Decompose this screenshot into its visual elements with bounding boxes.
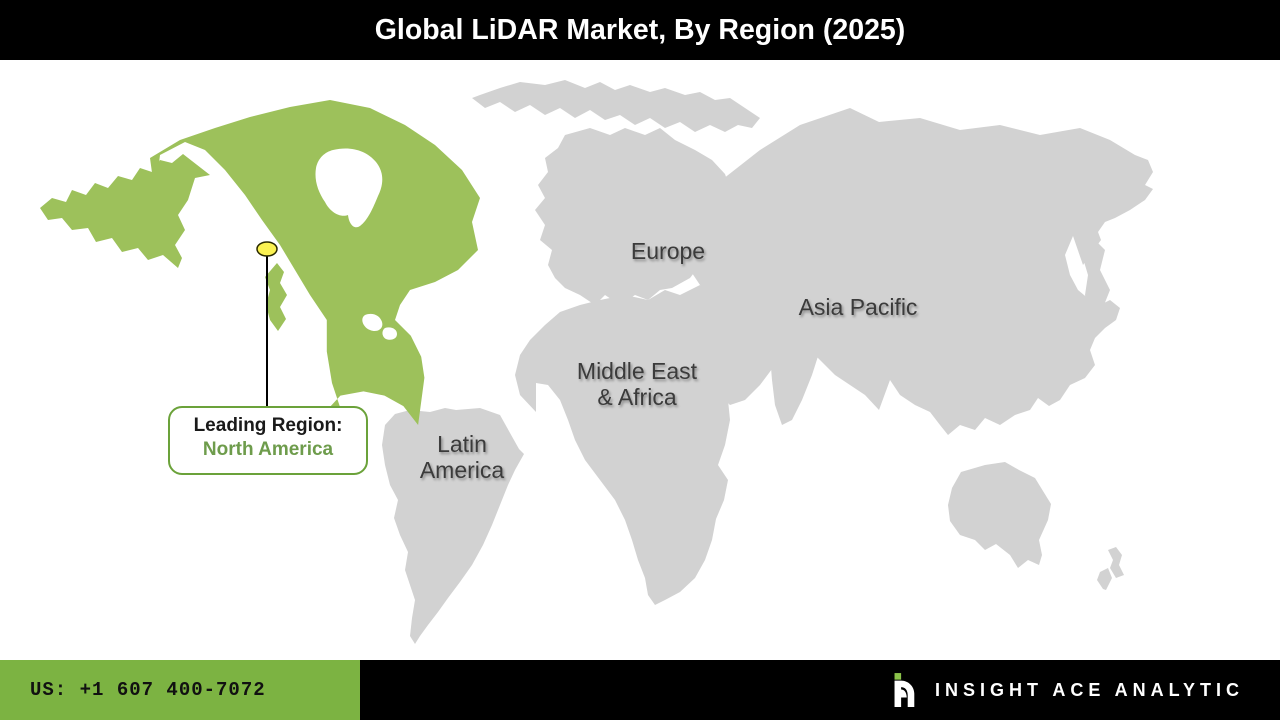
- svg-text:Europe: Europe: [631, 238, 705, 264]
- svg-text:Asia Pacific: Asia Pacific: [799, 294, 918, 320]
- svg-text:Leading Region:: Leading Region:: [194, 415, 343, 436]
- svg-text:America: America: [420, 457, 505, 483]
- svg-text:Middle East: Middle East: [577, 358, 698, 384]
- svg-text:& Africa: & Africa: [597, 384, 676, 410]
- svg-text:North America: North America: [203, 439, 334, 460]
- svg-text:Latin: Latin: [437, 431, 487, 457]
